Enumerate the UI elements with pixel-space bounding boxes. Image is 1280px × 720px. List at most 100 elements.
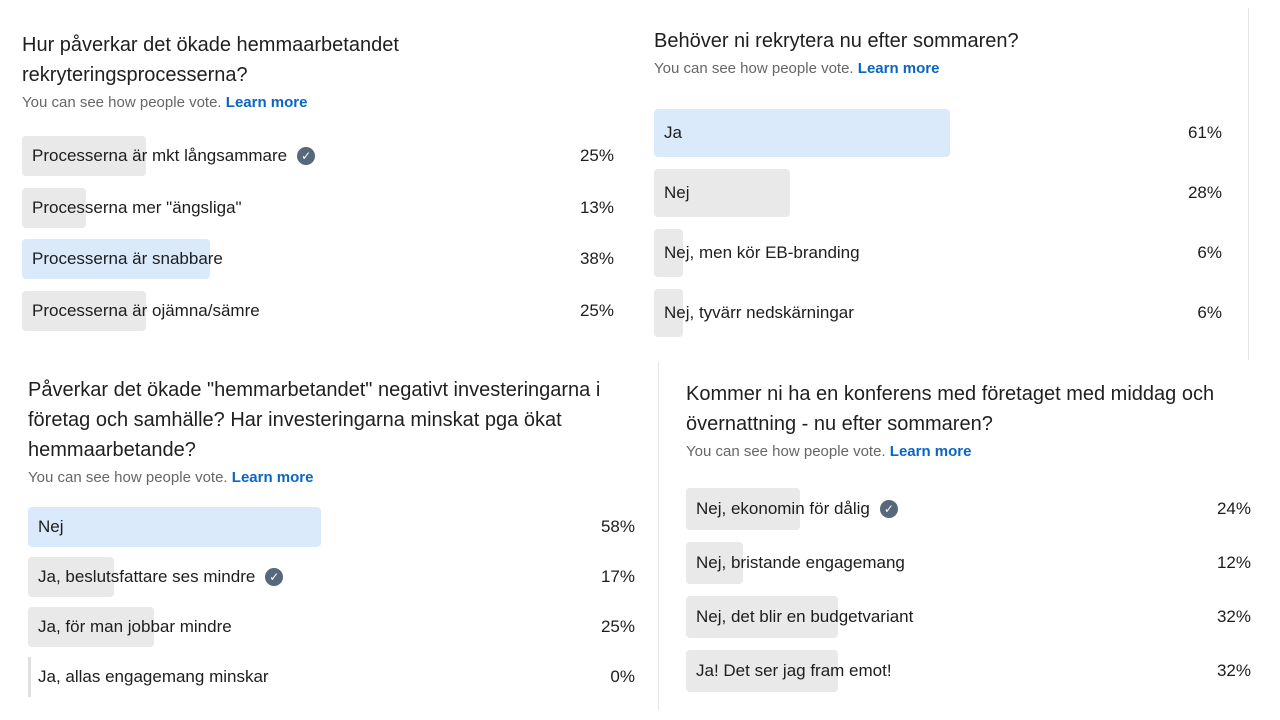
option-label: Nej [654,183,690,203]
vote-visibility-note: You can see how people vote. Learn more [686,443,1254,460]
option-percentage: 17% [600,567,635,586]
option-text: Processerna mer "ängsliga" [32,197,242,217]
option-label: Processerna är ojämna/sämre [22,301,260,321]
option-label: Nej [28,517,64,537]
option-percentage: 32% [1216,661,1251,680]
option-percentage: 0% [610,667,635,686]
result-bar [654,229,684,277]
question-line: Kommer ni ha en konferens med företaget … [686,383,1215,405]
poll-3: Påverkar det ökade "hemmarbetandet" nega… [28,375,638,697]
result-bar [654,109,950,157]
poll-option[interactable]: Processerna är mkt långsammare ✓ 25% [22,136,614,176]
learn-more-link[interactable]: Learn more [225,94,308,111]
option-percentage: 6% [1197,303,1222,322]
option-percentage: 25% [600,617,635,636]
poll-option[interactable]: Ja 61% [654,109,1228,157]
poll-option[interactable]: Nej 58% [28,507,637,547]
option-text: Processerna är snabbare [32,249,223,268]
option-text: Nej, bristande engagemang [696,553,905,572]
option-text: Nej, ekonomin för dålig [696,499,870,518]
result-bar [22,136,146,176]
option-text: Processerna är ojämna/sämre [32,300,260,320]
poll-option[interactable]: Nej, tyvärr nedskärningar 6% [654,289,1228,337]
option-text: Ja, för man jobbar mindre [38,617,232,636]
option-percentage: 61% [1187,123,1222,142]
option-label: Ja [654,123,682,143]
result-bar [28,607,155,647]
question-line: rekryteringsprocesserna? [22,64,248,86]
poll-1: Hur påverkar det ökade hemmaarbetandet r… [22,30,622,331]
option-label: Ja, för man jobbar mindre [28,617,232,637]
question-line: Hur påverkar det ökade hemmaarbetandet [22,34,399,56]
option-percentage: 12% [1216,553,1251,572]
option-label: Ja, beslutsfattare ses mindre ✓ [28,567,284,587]
poll-option[interactable]: Processerna är ojämna/sämre 25% [22,290,614,331]
option-label: Nej, det blir en budgetvariant [686,607,913,627]
question-line: Påverkar det ökade "hemmarbetandet" nega… [28,379,601,401]
result-bar [686,488,800,530]
option-percentage: 24% [1216,499,1251,518]
poll-option[interactable]: Nej 28% [654,169,1228,217]
poll-option[interactable]: Processerna mer "ängsliga" 13% [22,187,614,228]
result-bar [654,169,790,217]
option-text: Nej, men kör EB-branding [664,243,860,262]
check-circle-icon: ✓ [879,500,898,518]
poll-2: Behöver ni rekrytera nu efter sommaren? … [654,26,1234,337]
option-text: Processerna är mkt långsammare [32,146,288,165]
result-bar [686,596,838,638]
learn-more-link[interactable]: Learn more [857,60,940,77]
option-label: Nej, ekonomin för dålig ✓ [686,499,898,519]
poll-4: Kommer ni ha en konferens med företaget … [686,379,1254,692]
vote-note-text: You can see how people vote. [686,443,886,460]
poll-option[interactable]: Nej, ekonomin för dålig ✓ 24% [686,488,1253,530]
option-text: Nej [38,517,64,536]
learn-more-link[interactable]: Learn more [889,443,972,460]
option-percentage: 25% [579,146,614,165]
option-label: Nej, bristande engagemang [686,553,905,573]
vote-note-text: You can see how people vote. [28,469,228,486]
poll-option[interactable]: Ja, allas engagemang minskar 0% [28,657,637,697]
check-circle-icon: ✓ [297,147,316,165]
result-bar [686,542,743,584]
poll-option[interactable]: Ja, för man jobbar mindre 25% [28,607,637,647]
poll-options: Nej 58% Ja, beslutsfattare ses mindre ✓ 17% J… [28,507,638,697]
poll-option[interactable]: Processerna är snabbare 38% [22,239,614,279]
poll-question: Påverkar det ökade "hemmarbetandet" nega… [28,375,638,465]
option-percentage: 58% [600,517,635,536]
poll-option[interactable]: Nej, bristande engagemang 12% [686,542,1253,584]
check-circle-icon: ✓ [265,568,284,586]
vote-note-text: You can see how people vote. [22,94,222,111]
poll-option[interactable]: Ja! Det ser jag fram emot! 32% [686,650,1253,692]
option-text: Ja, beslutsfattare ses mindre [38,567,256,586]
option-text: Nej [664,183,690,202]
result-bar [28,557,114,597]
option-label: Nej, tyvärr nedskärningar [654,303,854,323]
result-bar [22,239,211,279]
poll-option[interactable]: Nej, det blir en budgetvariant 32% [686,596,1253,638]
result-bar [28,657,31,697]
poll-options: Processerna är mkt långsammare ✓ 25% Proces… [22,136,622,336]
option-percentage: 32% [1216,607,1251,626]
question-line: Behöver ni rekrytera nu efter sommaren? [654,30,1019,52]
option-percentage: 6% [1197,243,1222,262]
vote-visibility-note: You can see how people vote. Learn more [654,60,1234,77]
divider [658,362,659,710]
option-label: Ja, allas engagemang minskar [28,667,269,687]
poll-option[interactable]: Ja, beslutsfattare ses mindre ✓ 17% [28,557,637,597]
poll-options: Ja 61% Nej 28% Nej, men kör EB-branding 6% Nej… [654,109,1234,349]
option-label: Processerna mer "ängsliga" [22,198,242,218]
option-percentage: 38% [579,249,614,268]
question-line: övernattning - nu efter sommaren? [686,413,993,435]
poll-option[interactable]: Nej, men kör EB-branding 6% [654,229,1228,277]
vote-visibility-note: You can see how people vote. Learn more [22,94,622,111]
option-text: Nej, tyvärr nedskärningar [664,303,854,322]
result-bar [654,289,684,337]
learn-more-link[interactable]: Learn more [231,469,314,486]
poll-question: Hur påverkar det ökade hemmaarbetandet r… [22,30,622,90]
option-label: Ja! Det ser jag fram emot! [686,661,892,681]
vote-note-text: You can see how people vote. [654,60,854,77]
option-label: Processerna är snabbare [22,249,223,269]
result-bar [22,187,87,228]
poll-question: Kommer ni ha en konferens med företaget … [686,379,1254,439]
option-label: Processerna är mkt långsammare ✓ [22,146,316,166]
